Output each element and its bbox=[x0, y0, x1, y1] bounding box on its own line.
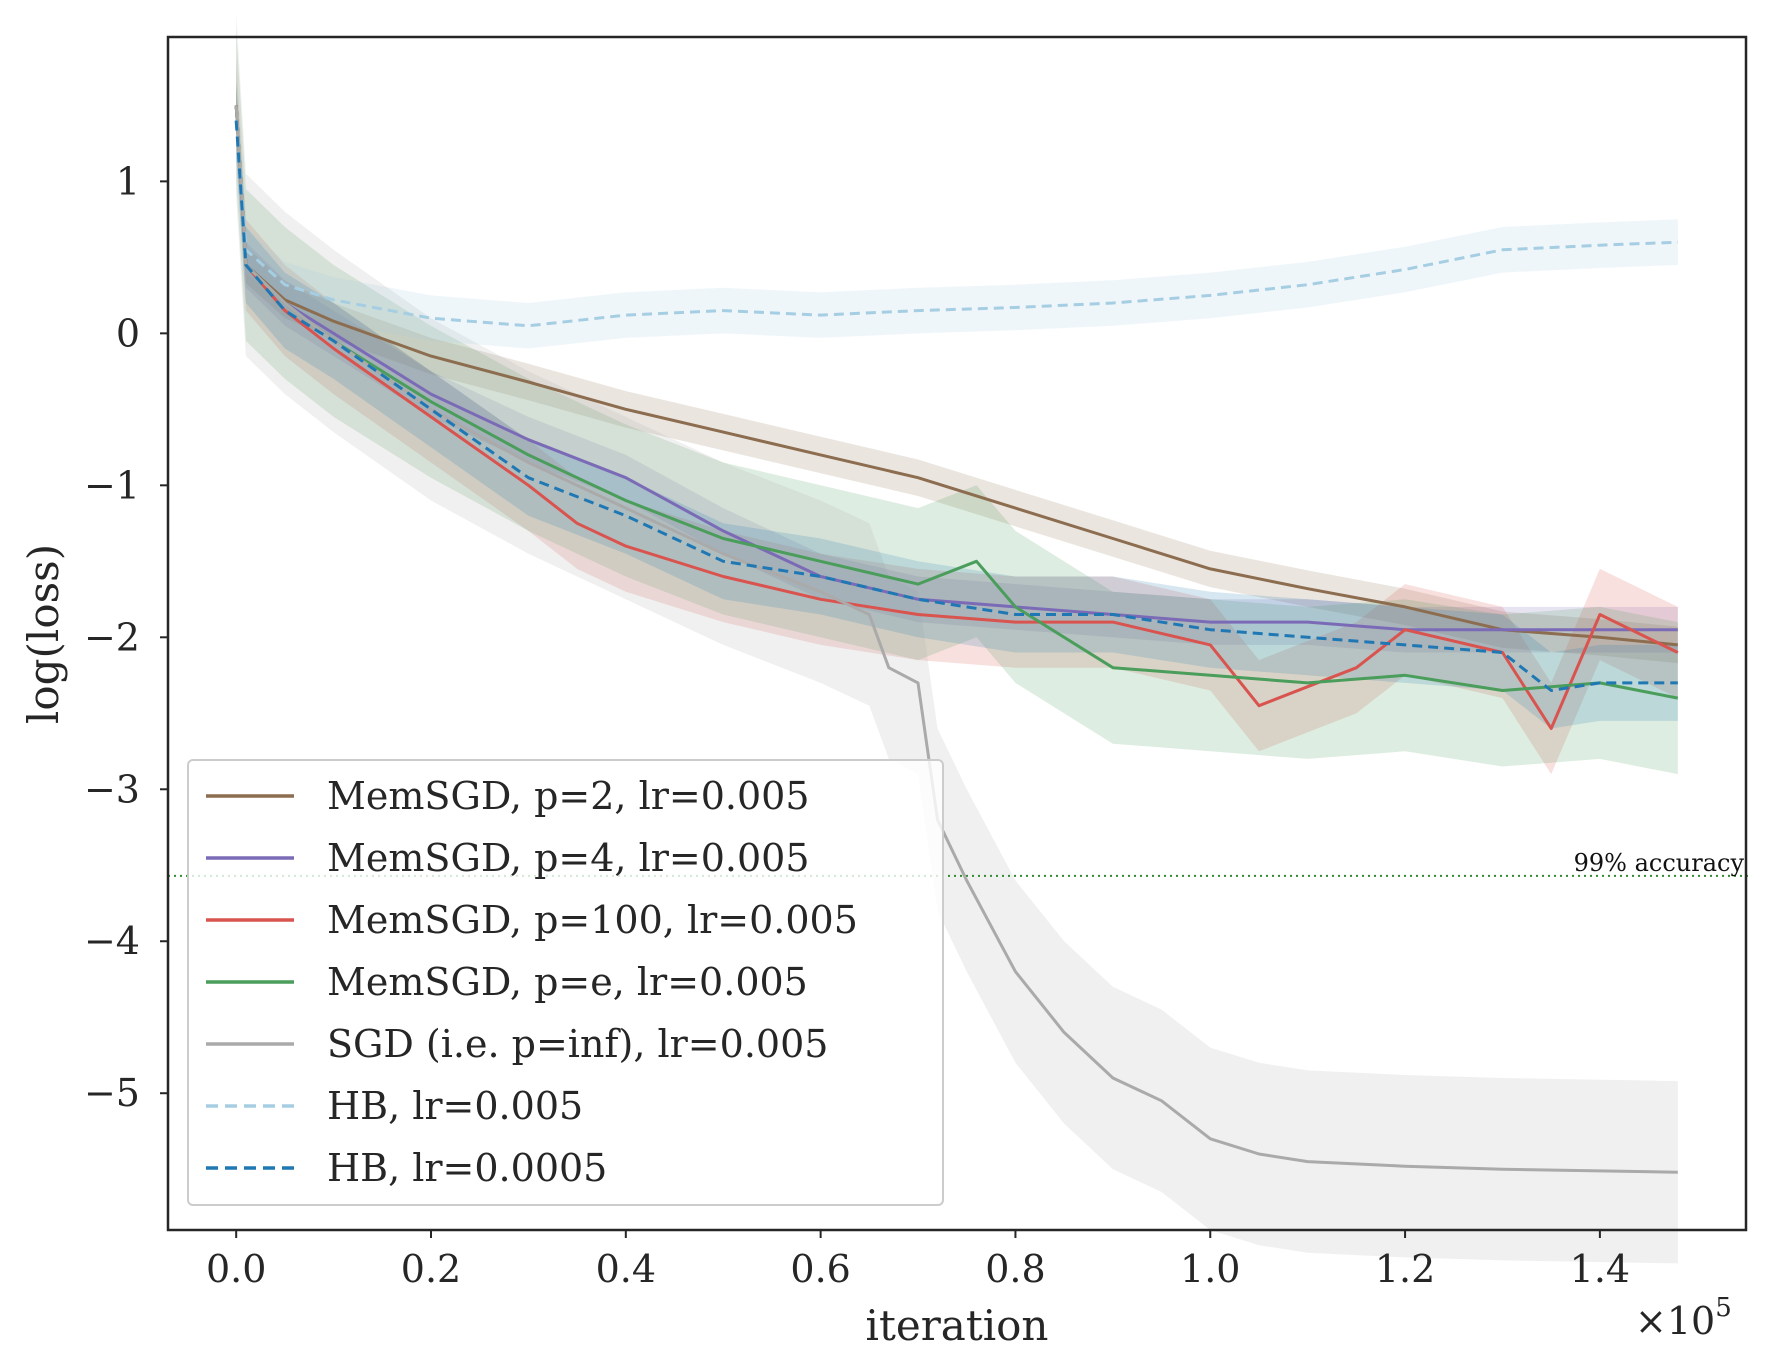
y-tick-label: 0 bbox=[116, 311, 140, 355]
series-line-memsgd-p-100-lr-0-005 bbox=[234, 105, 1679, 730]
x-axis-multiplier: ×105 bbox=[1635, 1293, 1732, 1343]
series-lines bbox=[234, 105, 1679, 1174]
x-multiplier-base: ×10 bbox=[1635, 1299, 1715, 1343]
legend-label-memsgd-p-e-lr-0-005: MemSGD, p=e, lr=0.005 bbox=[327, 960, 808, 1004]
x-axis-ticks: 0.0 0.2 0.4 0.6 0.8 1.0 1.2 1.4 bbox=[206, 1230, 1630, 1291]
legend-label-hb-lr-0-0005: HB, lr=0.0005 bbox=[327, 1146, 607, 1190]
reference-line-group: 99% accuracy bbox=[168, 849, 1748, 877]
y-tick-label: 1 bbox=[116, 159, 140, 203]
reference-line-label: 99% accuracy bbox=[1574, 849, 1745, 877]
y-tick-label: −5 bbox=[84, 1071, 140, 1115]
x-tick-label: 1.4 bbox=[1570, 1247, 1630, 1291]
x-tick-label: 0.6 bbox=[790, 1247, 850, 1291]
x-multiplier-exponent: 5 bbox=[1715, 1293, 1732, 1323]
series-line-memsgd-p-2-lr-0-005 bbox=[234, 105, 1678, 647]
x-tick-label: 1.0 bbox=[1180, 1247, 1240, 1291]
y-tick-label: −2 bbox=[84, 615, 140, 659]
y-axis-ticks: 1 0 −1 −2 −3 −4 −5 bbox=[84, 159, 168, 1115]
legend-label-memsgd-p-100-lr-0-005: MemSGD, p=100, lr=0.005 bbox=[327, 898, 858, 942]
series-line-hb-lr-0-005 bbox=[234, 120, 1678, 328]
y-tick-label: −3 bbox=[84, 767, 140, 811]
legend-label-memsgd-p-4-lr-0-005: MemSGD, p=4, lr=0.005 bbox=[327, 836, 810, 880]
band-memsgd-p-2-lr-0-005 bbox=[236, 87, 1678, 664]
y-axis-label: log(loss) bbox=[19, 544, 68, 724]
x-tick-label: 0.4 bbox=[596, 1247, 656, 1291]
band-hb-lr-0-0005 bbox=[236, 82, 1678, 729]
plot-frame bbox=[166, 35, 1748, 1232]
y-tick-label: −4 bbox=[84, 919, 140, 963]
y-tick-label: −1 bbox=[84, 463, 140, 507]
legend-label-sgd-i-e-p-inf-lr-0-005: SGD (i.e. p=inf), lr=0.005 bbox=[327, 1022, 828, 1066]
x-tick-label: 0.2 bbox=[401, 1247, 461, 1291]
series-line-hb-lr-0-0005 bbox=[234, 120, 1678, 692]
legend-box bbox=[187, 759, 944, 1206]
x-tick-label: 0.8 bbox=[985, 1247, 1045, 1291]
x-tick-label: 1.2 bbox=[1375, 1247, 1435, 1291]
legend: MemSGD, p=2, lr=0.005 MemSGD, p=4, lr=0.0… bbox=[187, 759, 944, 1206]
x-tick-label: 0.0 bbox=[206, 1247, 266, 1291]
legend-label-memsgd-p-2-lr-0-005: MemSGD, p=2, lr=0.005 bbox=[327, 774, 810, 818]
legend-items: MemSGD, p=2, lr=0.005 MemSGD, p=4, lr=0.0… bbox=[206, 774, 858, 1190]
series-line-memsgd-p-4-lr-0-005 bbox=[234, 105, 1678, 632]
band-sgd-i-e-p-inf-lr-0-005 bbox=[236, 14, 1678, 1264]
x-axis-label: iteration bbox=[866, 1301, 1049, 1350]
band-hb-lr-0-005 bbox=[236, 97, 1678, 349]
legend-label-hb-lr-0-005: HB, lr=0.005 bbox=[327, 1084, 583, 1128]
